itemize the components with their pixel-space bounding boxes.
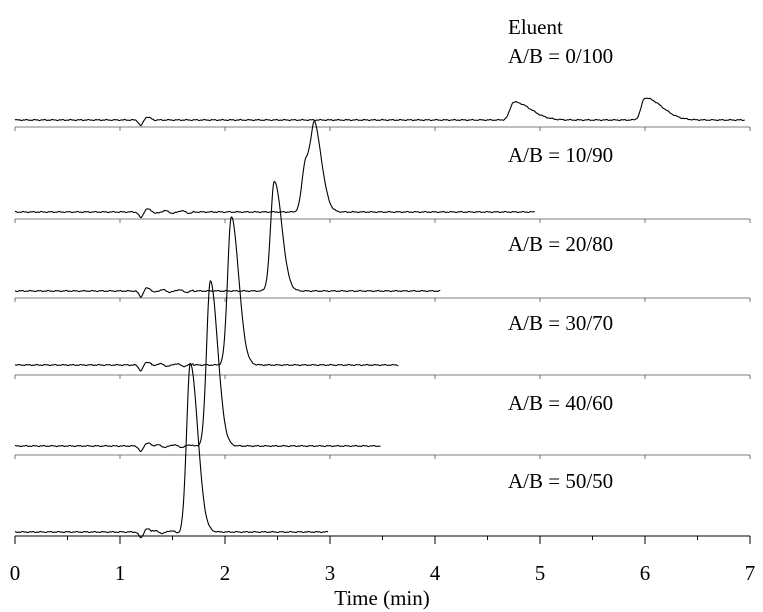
x-tick-label: 5 (535, 561, 546, 585)
series-line (14, 97, 745, 127)
series-label: A/B = 40/60 (508, 391, 613, 415)
x-tick-label: 6 (640, 561, 651, 585)
series-label: A/B = 0/100 (508, 44, 613, 68)
series-label: A/B = 50/50 (508, 469, 613, 493)
series-line (14, 280, 381, 453)
series-line (14, 180, 441, 298)
x-axis: Time (min) 0 1 2 3 4 5 6 7 (10, 535, 756, 610)
series-label: A/B = 30/70 (508, 311, 613, 335)
eluent-header: Eluent (508, 15, 563, 39)
x-tick-label: 0 (10, 561, 21, 585)
x-tick-label: 3 (325, 561, 336, 585)
series-line (14, 362, 329, 539)
x-tick-label: 1 (115, 561, 126, 585)
x-tick-label: 4 (430, 561, 441, 585)
x-tick-label: 7 (745, 561, 756, 585)
x-tick-label: 2 (220, 561, 231, 585)
series-line (14, 216, 399, 372)
x-axis-title: Time (min) (334, 586, 429, 610)
series-label: A/B = 20/80 (508, 232, 613, 256)
eluent-labels: Eluent A/B = 0/100 A/B = 10/90 A/B = 20/80… (508, 15, 613, 493)
series-label: A/B = 10/90 (508, 143, 613, 167)
panel-separators (14, 126, 751, 459)
series-line (14, 120, 535, 219)
chromatogram-traces (14, 97, 745, 539)
